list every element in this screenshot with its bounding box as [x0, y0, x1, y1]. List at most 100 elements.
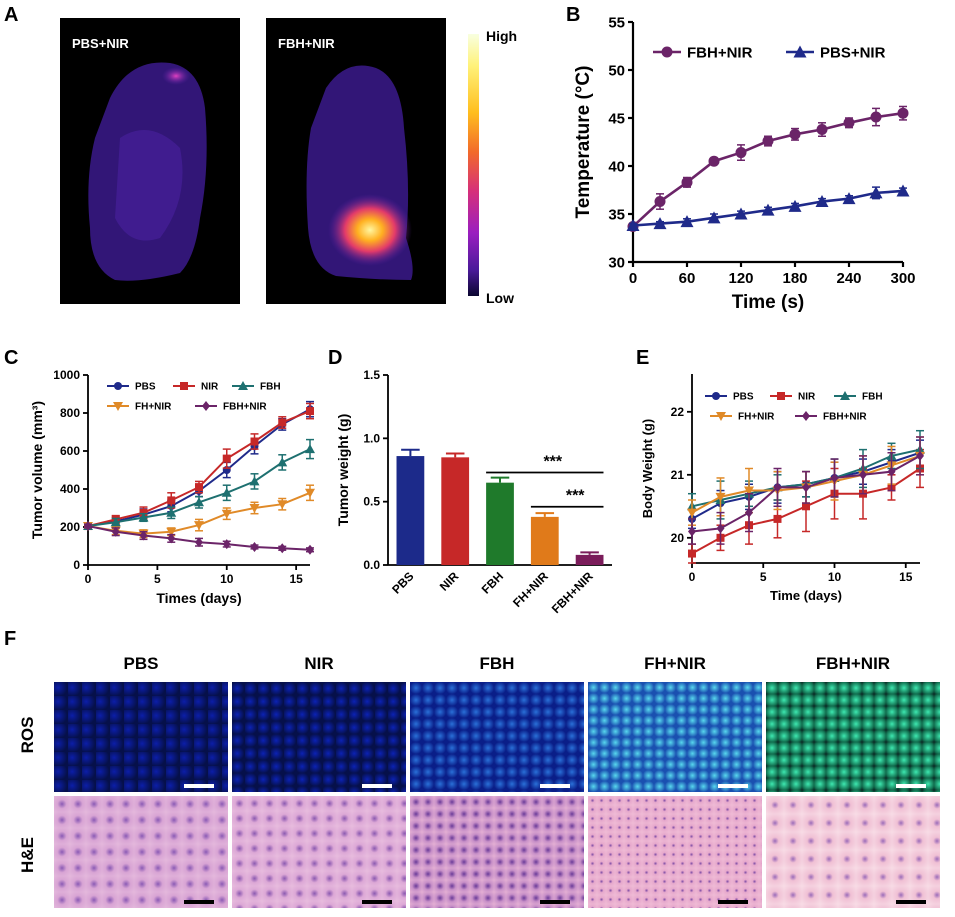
data-point — [167, 533, 176, 544]
scale-bar — [362, 900, 392, 904]
legend-marker — [114, 382, 122, 390]
thermal-image-pbs: PBS+NIR — [60, 18, 240, 304]
panel-label-b: B — [566, 4, 581, 26]
panel-label-a: A — [4, 4, 19, 26]
x-tick-label: FH+NIR — [510, 569, 551, 610]
data-point — [916, 450, 924, 461]
panel-label-d: D — [328, 347, 343, 369]
he-image-fbh — [410, 796, 584, 908]
x-axis-label: Time (days) — [770, 588, 842, 603]
data-point — [715, 492, 726, 502]
y-tick-label: 55 — [608, 14, 625, 31]
x-tick-label: 0 — [629, 270, 637, 287]
y-tick-label: 600 — [60, 444, 80, 458]
data-point — [815, 195, 829, 208]
ros-image-pbs — [54, 682, 228, 792]
data-point — [221, 509, 232, 519]
legend-label: PBS+NIR — [820, 44, 886, 61]
scale-bar — [718, 784, 748, 788]
data-point — [734, 207, 748, 220]
y-tick-label: 0 — [73, 558, 80, 572]
data-point — [277, 457, 288, 467]
x-tick-label: 0 — [689, 570, 696, 584]
data-point — [802, 482, 810, 493]
y-tick-label: 21 — [671, 468, 685, 482]
x-tick-label: NIR — [437, 569, 462, 594]
legend-marker — [202, 401, 210, 411]
data-point — [859, 469, 867, 480]
y-tick-label: 400 — [60, 482, 80, 496]
data-point — [707, 211, 721, 224]
data-point — [306, 407, 314, 416]
data-point — [306, 544, 314, 555]
data-point — [139, 530, 148, 541]
col-name-fhnir: FH+NIR — [644, 654, 706, 673]
y-tick-label: 1.5 — [363, 368, 380, 382]
y-axis-label: Tumor volume (mm³) — [29, 401, 45, 539]
data-point — [195, 537, 203, 548]
scale-bar — [184, 900, 214, 904]
legend-marker — [777, 392, 785, 400]
legend-label: NIR — [798, 392, 816, 403]
data-point — [84, 521, 92, 532]
scale-bar — [718, 900, 748, 904]
y-tick-label: 200 — [60, 520, 80, 534]
x-tick-label: 240 — [836, 270, 861, 287]
data-point — [626, 219, 640, 232]
data-point — [773, 482, 782, 493]
x-tick-label: 10 — [220, 572, 234, 586]
y-tick-label: 50 — [608, 62, 625, 79]
col-name-nir: NIR — [304, 654, 334, 673]
data-point — [830, 472, 839, 483]
scale-bar — [896, 784, 926, 788]
scale-bar — [362, 784, 392, 788]
data-point — [249, 504, 260, 513]
bar-FBH+NIR — [575, 554, 604, 565]
x-axis-label: Times (days) — [156, 590, 241, 606]
x-tick-label: 0 — [85, 572, 92, 586]
data-point — [816, 124, 828, 136]
data-point — [305, 444, 315, 454]
data-point — [708, 155, 720, 167]
x-tick-label: 5 — [760, 570, 767, 584]
data-point — [250, 437, 259, 446]
legend-label: PBS — [733, 392, 754, 403]
significance-label: *** — [543, 454, 562, 471]
y-tick-label: 40 — [608, 158, 625, 175]
legend-marker — [238, 381, 248, 390]
data-point — [277, 500, 288, 510]
legend-marker — [712, 392, 720, 400]
y-tick-label: 30 — [608, 254, 625, 271]
colorbar — [468, 34, 479, 296]
y-axis-label: Body Weight (g) — [640, 419, 655, 518]
data-point — [744, 486, 754, 496]
panel-label-f: F — [4, 628, 17, 650]
data-point — [654, 196, 666, 208]
data-point — [789, 128, 801, 140]
ros-image-fhnir — [588, 682, 762, 792]
legend-marker — [661, 46, 673, 58]
data-point — [138, 512, 149, 522]
data-point — [250, 541, 259, 552]
data-point — [222, 539, 231, 550]
y-tick-label: 22 — [671, 405, 685, 419]
data-point — [870, 111, 882, 123]
y-axis-label: Tumor weight (g) — [335, 414, 351, 527]
significance-label: *** — [566, 488, 585, 505]
legend-marker — [840, 391, 850, 400]
y-tick-label: 45 — [608, 110, 625, 127]
data-point — [762, 135, 774, 147]
legend-label: PBS — [135, 382, 156, 393]
data-point — [735, 147, 747, 159]
data-point — [681, 176, 693, 188]
x-tick-label: 180 — [782, 270, 807, 287]
col-name-fbhnir: FBH+NIR — [815, 654, 891, 673]
ros-image-fbhnir — [766, 682, 940, 792]
data-point — [194, 521, 204, 531]
colorbar-high-label: High — [486, 28, 518, 44]
legend-label: FBH+NIR — [223, 402, 267, 413]
bar-FBH — [486, 482, 514, 565]
x-tick-label: 60 — [679, 270, 696, 287]
x-axis-label: Time (s) — [732, 292, 805, 313]
legend-marker — [113, 402, 123, 411]
